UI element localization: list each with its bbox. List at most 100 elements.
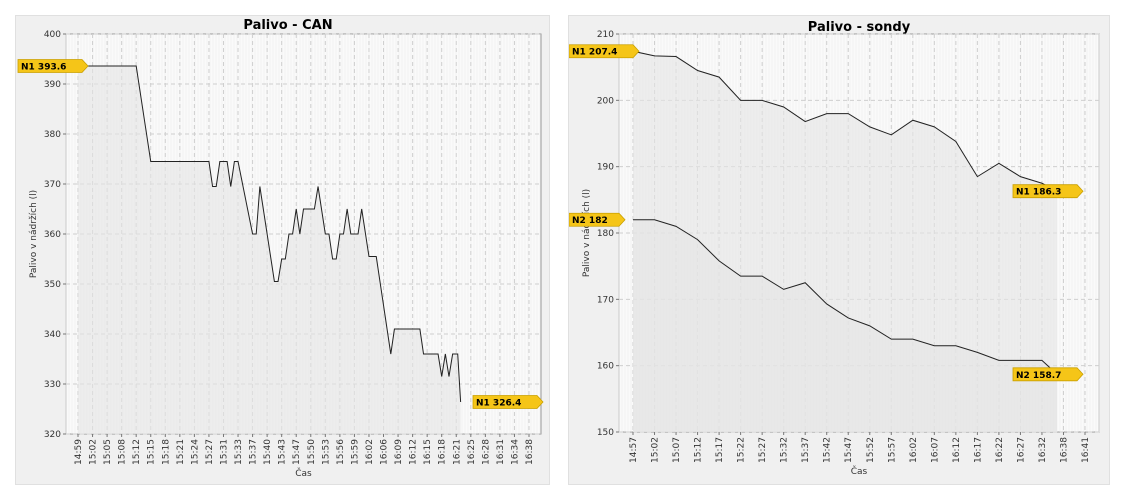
x-tick-label: 15:37 xyxy=(801,437,811,463)
value-flag-shape xyxy=(569,212,626,227)
value-flag: N1 326.4 xyxy=(472,395,544,409)
x-tick-label: 15:33 xyxy=(234,439,244,465)
value-flag-label: N2 158.7 xyxy=(1016,371,1061,381)
chart-title: Palivo - sondy xyxy=(808,20,911,35)
x-tick-label: 16:02 xyxy=(909,437,919,463)
x-tick-label: 16:21 xyxy=(452,439,462,465)
x-tick-label: 15:32 xyxy=(780,437,790,463)
x-tick-label: 16:22 xyxy=(995,437,1005,463)
x-tick-label: 16:09 xyxy=(394,439,404,465)
x-tick-label: 15:05 xyxy=(103,439,113,465)
y-tick-label: 350 xyxy=(44,280,61,290)
x-tick-label: 15:27 xyxy=(205,439,215,465)
y-axis-title: Palivo v nádržích (l) xyxy=(29,190,39,278)
x-tick-label: 15:47 xyxy=(292,439,302,465)
x-tick-label: 15:07 xyxy=(672,437,682,463)
series-line-n1 xyxy=(78,65,462,403)
x-tick-label: 16:25 xyxy=(467,439,477,465)
x-tick-label: 16:38 xyxy=(1059,437,1069,463)
x-tick-label: 15:52 xyxy=(866,437,876,463)
x-tick-label: 15:02 xyxy=(89,439,99,465)
x-tick-label: 16:41 xyxy=(1081,437,1091,463)
x-tick-label: 15:12 xyxy=(132,439,142,465)
x-tick-label: 16:32 xyxy=(1038,437,1048,463)
x-tick-label: 15:42 xyxy=(823,437,833,463)
x-tick-label: 15:40 xyxy=(263,439,273,465)
x-tick-label: 15:43 xyxy=(278,439,288,465)
y-tick-label: 200 xyxy=(597,96,614,106)
x-tick-label: 15:24 xyxy=(190,439,200,465)
value-flag: N1 186.3 xyxy=(1012,184,1084,199)
series-line-n2 xyxy=(633,219,1058,375)
x-axis-title: Čas xyxy=(295,467,312,479)
y-tick-label: 400 xyxy=(44,30,61,40)
x-tick-label: 16:31 xyxy=(496,439,506,465)
x-tick-label: 15:15 xyxy=(147,439,157,465)
x-tick-label: 16:02 xyxy=(365,439,375,465)
chart-panel-sondy: Palivo - sondy 150 160 170 180 190 200 210 14:57… xyxy=(568,15,1110,485)
value-flag: N1 393.6 xyxy=(17,59,89,73)
value-flag-shape xyxy=(569,44,640,59)
series-area-n2 xyxy=(633,219,1058,432)
series-line-n1 xyxy=(632,50,1058,192)
x-axis-title: Čas xyxy=(851,465,868,477)
value-flag-label: N1 393.6 xyxy=(21,63,66,73)
value-flag-shape xyxy=(1012,184,1084,199)
x-tick-label: 16:17 xyxy=(973,437,983,463)
y-tick-label: 190 xyxy=(597,163,614,173)
x-tick-label: 15:37 xyxy=(249,439,259,465)
x-tick-label: 15:02 xyxy=(651,437,661,463)
x-tick-label: 15:50 xyxy=(307,439,317,465)
x-tick-label: 15:47 xyxy=(844,437,854,463)
x-tick-label: 16:12 xyxy=(952,437,962,463)
chart-panel-can: Palivo - CAN 320 330 340 350 360 370 380 390 400 1… xyxy=(15,15,550,485)
y-tick-label: 210 xyxy=(597,30,614,40)
x-tick-label: 15:56 xyxy=(336,439,346,465)
y-tick-label: 340 xyxy=(44,330,61,340)
x-tick-label: 14:59 xyxy=(74,439,84,465)
x-tick-label: 16:07 xyxy=(930,437,940,463)
x-tick-label: 16:28 xyxy=(481,439,491,465)
x-tick-label: 15:12 xyxy=(694,437,704,463)
x-tick-label: 16:15 xyxy=(423,439,433,465)
value-flag-shape xyxy=(1012,367,1084,382)
value-flag-label: N1 326.4 xyxy=(476,399,521,409)
y-tick-label: 330 xyxy=(44,380,61,390)
value-flag-shape xyxy=(17,59,89,73)
x-tick-label: 14:57 xyxy=(629,437,639,463)
x-tick-label: 16:18 xyxy=(438,439,448,465)
x-tick-label: 15:59 xyxy=(350,439,360,465)
value-flag-label: N2 182 xyxy=(572,216,608,226)
y-tick-label: 360 xyxy=(44,230,61,240)
value-flag: N2 182 xyxy=(569,212,626,227)
y-tick-label: 150 xyxy=(597,428,614,438)
x-tick-label: 16:06 xyxy=(380,439,390,465)
y-tick-label: 390 xyxy=(44,80,61,90)
x-tick-label: 15:18 xyxy=(161,439,171,465)
x-tick-label: 15:31 xyxy=(219,439,229,465)
value-flag-shape xyxy=(472,395,544,409)
value-flag-label: N1 186.3 xyxy=(1016,188,1061,198)
y-tick-label: 380 xyxy=(44,130,61,140)
x-tick-label: 15:22 xyxy=(737,437,747,463)
x-tick-label: 15:08 xyxy=(118,439,128,465)
y-axis-title: Palivo v nádržích (l) xyxy=(582,189,592,277)
chart-sondy: Palivo - sondy 150 160 170 180 190 200 210 14:57… xyxy=(569,20,1100,477)
chart-can: Palivo - CAN 320 330 340 350 360 370 380 390 400 1… xyxy=(17,18,544,479)
x-tick-label: 16:12 xyxy=(409,439,419,465)
value-flag-label: N1 207.4 xyxy=(572,48,617,58)
x-tick-label: 16:38 xyxy=(525,439,535,465)
x-tick-label: 15:27 xyxy=(758,437,768,463)
chart-title: Palivo - CAN xyxy=(243,18,332,33)
x-tick-label: 16:27 xyxy=(1016,437,1026,463)
x-tick-label: 15:17 xyxy=(715,437,725,463)
y-tick-label: 320 xyxy=(44,430,61,440)
y-tick-label: 170 xyxy=(597,295,614,305)
value-flag: N2 158.7 xyxy=(1012,367,1084,382)
y-tick-label: 160 xyxy=(597,362,614,372)
value-flag: N1 207.4 xyxy=(569,44,640,59)
x-tick-label: 16:34 xyxy=(510,439,520,465)
x-tick-label: 15:21 xyxy=(176,439,186,465)
x-tick-label: 15:53 xyxy=(321,439,331,465)
x-tick-label: 15:57 xyxy=(887,437,897,463)
